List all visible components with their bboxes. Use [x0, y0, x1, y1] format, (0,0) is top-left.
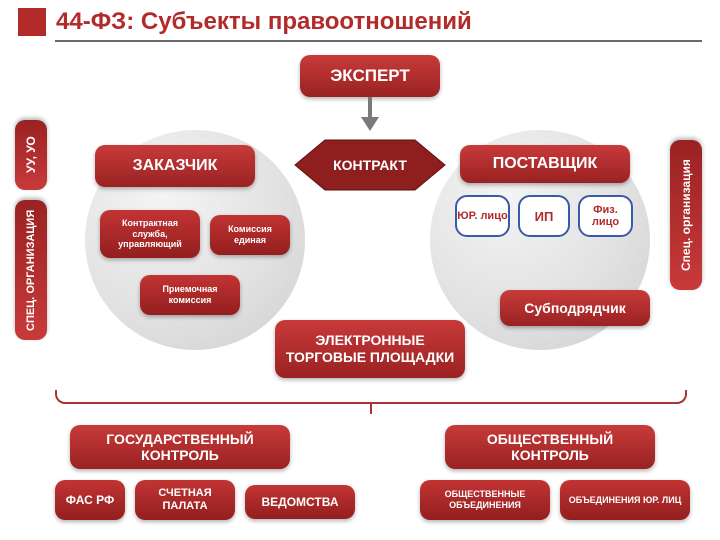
gov-a-label: ФАС РФ: [66, 493, 114, 507]
pub-control-pill: ОБЩЕСТВЕННЫЙ КОНТРОЛЬ: [445, 425, 655, 469]
bracket-right: [371, 390, 687, 404]
customer-sub1-pill: Контрактная служба, управляющий: [100, 210, 200, 258]
provider-type1: ЮР. лицо: [455, 195, 510, 237]
provider-pill: ПОСТАВЩИК: [460, 145, 630, 183]
expert-label: ЭКСПЕРТ: [330, 66, 410, 86]
customer-pill: ЗАКАЗЧИК: [95, 145, 255, 187]
contract-hex: КОНТРАКТ: [295, 140, 445, 190]
pub-a-pill: ОБЩЕСТВЕННЫЕ ОБЪЕДИНЕНИЯ: [420, 480, 550, 520]
gov-b-pill: СЧЕТНАЯ ПАЛАТА: [135, 480, 235, 520]
provider-label: ПОСТАВЩИК: [493, 155, 598, 173]
pub-control-label: ОБЩЕСТВЕННЫЙ КОНТРОЛЬ: [453, 431, 647, 463]
provider-type3: Физ. лицо: [578, 195, 633, 237]
provider-type2: ИП: [518, 195, 570, 237]
spec-org-left-pill: СПЕЦ. ОРГАНИЗАЦИЯ: [15, 200, 47, 340]
gov-a-pill: ФАС РФ: [55, 480, 125, 520]
etp-label: ЭЛЕКТРОННЫЕ ТОРГОВЫЕ ПЛОЩАДКИ: [283, 332, 457, 367]
title-square-icon: [18, 8, 46, 36]
spec-org-right-label: Спец. организация: [679, 159, 693, 271]
expert-arrow-head: [361, 117, 379, 131]
customer-sub3-pill: Приемочная комиссия: [140, 275, 240, 315]
contract-label: КОНТРАКТ: [333, 157, 407, 173]
expert-pill: ЭКСПЕРТ: [300, 55, 440, 97]
bracket-left: [55, 390, 371, 404]
customer-label: ЗАКАЗЧИК: [133, 157, 218, 175]
customer-sub2-pill: Комиссия единая: [210, 215, 290, 255]
subcontractor-label: Субподрядчик: [524, 300, 625, 316]
uu-uo-pill: УУ, УО: [15, 120, 47, 190]
etp-pill: ЭЛЕКТРОННЫЕ ТОРГОВЫЕ ПЛОЩАДКИ: [275, 320, 465, 378]
provider-type2-label: ИП: [535, 209, 554, 224]
expert-arrow-stem: [368, 97, 372, 119]
gov-c-pill: ВЕДОМСТВА: [245, 485, 355, 519]
spec-org-left-label: СПЕЦ. ОРГАНИЗАЦИЯ: [25, 209, 37, 330]
subcontractor-pill: Субподрядчик: [500, 290, 650, 326]
customer-sub2-label: Комиссия единая: [218, 224, 282, 246]
provider-type3-label: Физ. лицо: [580, 204, 631, 228]
title-underline: [55, 40, 702, 42]
customer-sub1-label: Контрактная служба, управляющий: [108, 218, 192, 250]
gov-control-label: ГОСУДАРСТВЕННЫЙ КОНТРОЛЬ: [78, 431, 282, 463]
provider-type1-label: ЮР. лицо: [457, 210, 507, 222]
bracket-tip: [370, 404, 372, 414]
gov-c-label: ВЕДОМСТВА: [262, 495, 339, 509]
spec-org-right-pill: Спец. организация: [670, 140, 702, 290]
gov-control-pill: ГОСУДАРСТВЕННЫЙ КОНТРОЛЬ: [70, 425, 290, 469]
page-title: 44-ФЗ: Субъекты правоотношений: [56, 8, 472, 36]
gov-b-label: СЧЕТНАЯ ПАЛАТА: [143, 487, 227, 513]
pub-a-label: ОБЩЕСТВЕННЫЕ ОБЪЕДИНЕНИЯ: [428, 489, 542, 511]
customer-sub3-label: Приемочная комиссия: [148, 284, 232, 306]
title-bar: 44-ФЗ: Субъекты правоотношений: [18, 8, 702, 36]
uu-uo-label: УУ, УО: [24, 137, 38, 174]
pub-b-label: ОБЪЕДИНЕНИЯ ЮР. ЛИЦ: [569, 495, 682, 506]
pub-b-pill: ОБЪЕДИНЕНИЯ ЮР. ЛИЦ: [560, 480, 690, 520]
